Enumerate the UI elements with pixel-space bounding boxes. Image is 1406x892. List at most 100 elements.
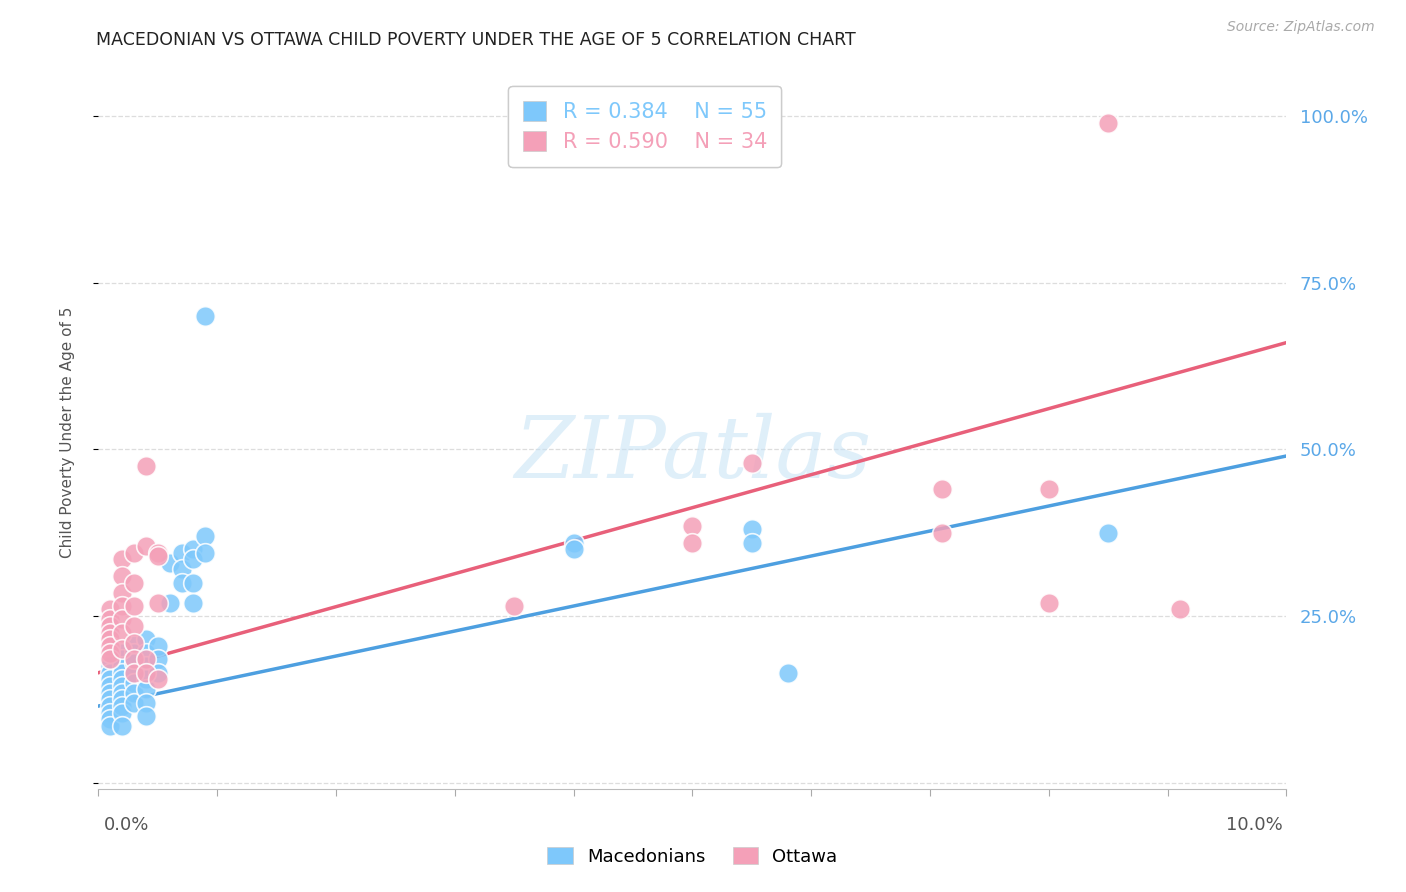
Point xyxy=(135,659,157,673)
Point xyxy=(135,696,157,710)
Point xyxy=(146,596,169,610)
Point xyxy=(1097,115,1119,129)
Point xyxy=(146,549,169,563)
Point xyxy=(122,575,145,590)
Point xyxy=(741,522,763,536)
Point xyxy=(135,665,157,680)
Point xyxy=(183,542,205,557)
Point xyxy=(111,686,134,700)
Point xyxy=(146,673,169,687)
Point xyxy=(931,483,953,497)
Point xyxy=(122,636,145,650)
Point xyxy=(122,675,145,690)
Point xyxy=(135,673,157,687)
Point xyxy=(183,552,205,566)
Point xyxy=(122,686,145,700)
Point xyxy=(98,612,121,626)
Point xyxy=(146,639,169,653)
Point xyxy=(122,636,145,650)
Point xyxy=(98,699,121,714)
Point xyxy=(503,599,526,613)
Point xyxy=(194,309,217,323)
Point xyxy=(122,665,145,680)
Point xyxy=(1168,602,1191,616)
Point xyxy=(1038,596,1060,610)
Text: MACEDONIAN VS OTTAWA CHILD POVERTY UNDER THE AGE OF 5 CORRELATION CHART: MACEDONIAN VS OTTAWA CHILD POVERTY UNDER… xyxy=(96,31,855,49)
Point xyxy=(98,719,121,733)
Point xyxy=(111,699,134,714)
Point xyxy=(741,535,763,549)
Point xyxy=(98,712,121,726)
Point xyxy=(111,719,134,733)
Point xyxy=(111,673,134,687)
Point xyxy=(194,546,217,560)
Point xyxy=(122,665,145,680)
Point xyxy=(135,539,157,553)
Point xyxy=(122,599,145,613)
Point xyxy=(159,556,181,570)
Point xyxy=(111,569,134,583)
Point xyxy=(122,696,145,710)
Y-axis label: Child Poverty Under the Age of 5: Child Poverty Under the Age of 5 xyxy=(60,307,75,558)
Point xyxy=(562,542,585,557)
Point xyxy=(111,585,134,599)
Point xyxy=(111,599,134,613)
Point xyxy=(122,656,145,670)
Point xyxy=(159,596,181,610)
Point xyxy=(741,456,763,470)
Point xyxy=(98,646,121,660)
Point xyxy=(135,682,157,697)
Text: 10.0%: 10.0% xyxy=(1226,816,1282,834)
Point xyxy=(682,519,704,533)
Point xyxy=(98,706,121,720)
Point xyxy=(135,646,157,660)
Point xyxy=(98,632,121,647)
Point xyxy=(1097,525,1119,540)
Point xyxy=(111,646,134,660)
Point xyxy=(98,625,121,640)
Point xyxy=(111,552,134,566)
Point xyxy=(776,665,799,680)
Point xyxy=(122,619,145,633)
Point xyxy=(98,652,121,666)
Point xyxy=(122,646,145,660)
Point xyxy=(98,673,121,687)
Point xyxy=(98,692,121,706)
Point xyxy=(183,596,205,610)
Point xyxy=(931,525,953,540)
Point xyxy=(98,686,121,700)
Point xyxy=(98,659,121,673)
Point xyxy=(135,709,157,723)
Point xyxy=(135,652,157,666)
Point xyxy=(111,706,134,720)
Point xyxy=(111,612,134,626)
Point xyxy=(682,535,704,549)
Point xyxy=(98,639,121,653)
Point xyxy=(98,665,121,680)
Legend: R = 0.384    N = 55, R = 0.590    N = 34: R = 0.384 N = 55, R = 0.590 N = 34 xyxy=(509,87,782,167)
Point xyxy=(98,679,121,693)
Text: 0.0%: 0.0% xyxy=(104,816,149,834)
Point xyxy=(170,575,193,590)
Point xyxy=(135,632,157,647)
Point xyxy=(194,529,217,543)
Point xyxy=(111,642,134,657)
Point xyxy=(111,692,134,706)
Point xyxy=(146,652,169,666)
Point xyxy=(111,679,134,693)
Point xyxy=(1038,483,1060,497)
Point xyxy=(146,665,169,680)
Point xyxy=(122,652,145,666)
Point xyxy=(111,652,134,666)
Point xyxy=(135,458,157,473)
Point xyxy=(98,602,121,616)
Point xyxy=(111,659,134,673)
Point xyxy=(170,546,193,560)
Point xyxy=(122,546,145,560)
Point xyxy=(146,546,169,560)
Point xyxy=(111,625,134,640)
Point xyxy=(98,619,121,633)
Text: ZIPatlas: ZIPatlas xyxy=(513,413,872,495)
Text: Source: ZipAtlas.com: Source: ZipAtlas.com xyxy=(1227,20,1375,34)
Point xyxy=(562,535,585,549)
